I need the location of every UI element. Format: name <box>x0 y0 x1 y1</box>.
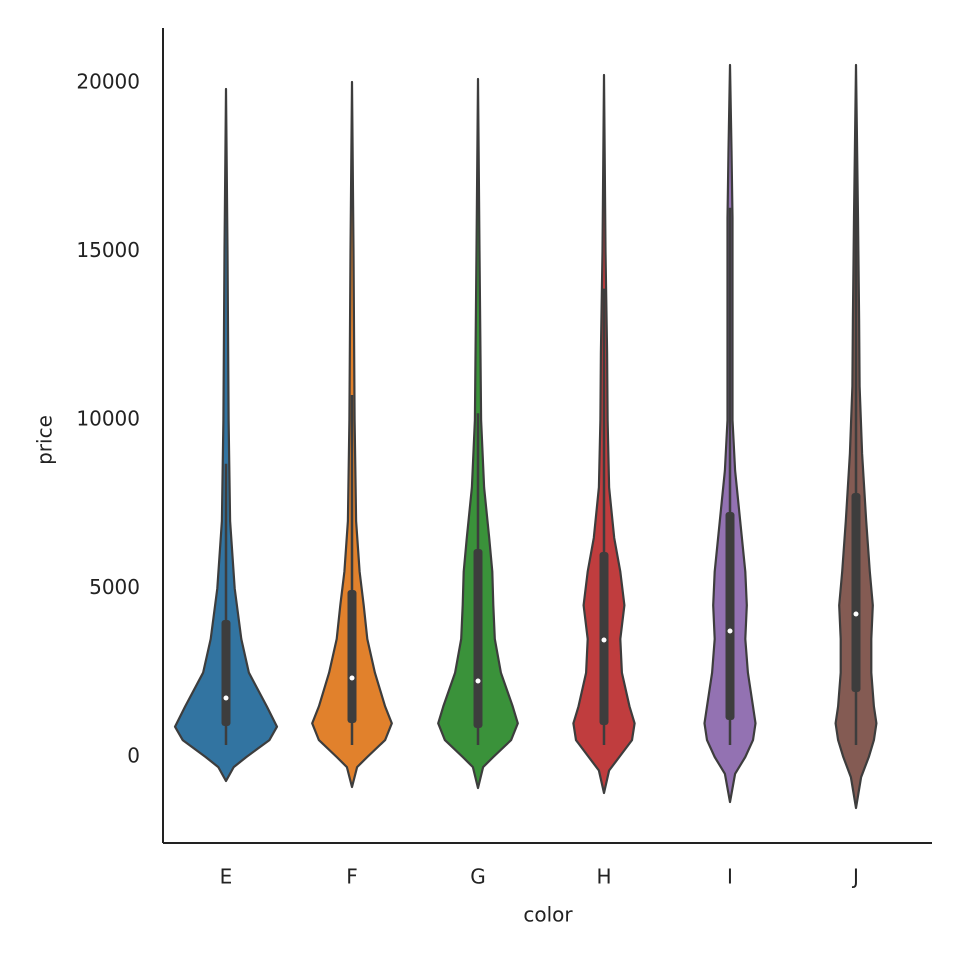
median-dot <box>601 637 607 643</box>
y-tick-label: 10000 <box>76 406 140 430</box>
median-dot <box>223 695 229 701</box>
x-tick-label: G <box>470 865 486 889</box>
x-tick-label: J <box>851 865 859 889</box>
y-tick-label: 20000 <box>76 69 140 93</box>
median-dot <box>349 675 355 681</box>
y-axis-label: price <box>33 415 57 465</box>
iqr-box <box>347 590 357 723</box>
iqr-box <box>221 620 231 726</box>
y-tick-label: 15000 <box>76 238 140 262</box>
median-dot <box>727 628 733 634</box>
x-tick-label: H <box>596 865 611 889</box>
y-tick-label: 0 <box>127 743 140 767</box>
iqr-box <box>473 549 483 729</box>
median-dot <box>475 678 481 684</box>
median-dot <box>853 611 859 617</box>
x-axis-label: color <box>523 903 573 927</box>
y-tick-label: 5000 <box>89 575 140 599</box>
x-tick-label: I <box>727 865 733 889</box>
violin-body <box>173 87 279 783</box>
iqr-box <box>851 492 861 692</box>
x-tick-label: F <box>346 865 358 889</box>
iqr-box <box>725 511 735 720</box>
x-tick-label: E <box>220 865 233 889</box>
